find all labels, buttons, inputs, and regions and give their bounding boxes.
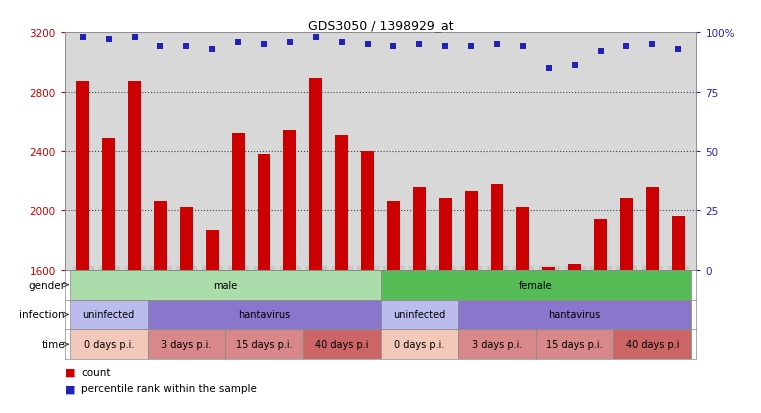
Text: ■: ■ <box>65 367 75 377</box>
Bar <box>76 82 89 270</box>
Bar <box>361 152 374 270</box>
Bar <box>620 199 633 270</box>
Bar <box>231 134 244 270</box>
Bar <box>309 79 322 270</box>
Text: uninfected: uninfected <box>393 310 445 320</box>
Bar <box>594 220 607 270</box>
Bar <box>283 131 296 270</box>
Bar <box>380 330 458 359</box>
Bar <box>154 202 167 270</box>
Text: 40 days p.i: 40 days p.i <box>626 339 679 349</box>
Text: female: female <box>519 280 552 290</box>
Bar <box>180 208 193 270</box>
Bar <box>128 82 141 270</box>
Bar <box>303 330 380 359</box>
Text: 0 days p.i.: 0 days p.i. <box>394 339 444 349</box>
Bar <box>148 300 380 330</box>
Text: ■: ■ <box>65 383 75 393</box>
Bar <box>387 202 400 270</box>
Bar <box>70 300 148 330</box>
Text: 3 days p.i.: 3 days p.i. <box>161 339 212 349</box>
Bar <box>458 300 691 330</box>
Bar <box>380 300 458 330</box>
Text: 0 days p.i.: 0 days p.i. <box>84 339 134 349</box>
Bar <box>465 192 478 270</box>
Text: gender: gender <box>28 280 65 290</box>
Bar <box>458 330 536 359</box>
Text: 15 days p.i.: 15 days p.i. <box>546 339 603 349</box>
Bar <box>257 154 270 270</box>
Text: percentile rank within the sample: percentile rank within the sample <box>81 383 257 393</box>
Bar <box>413 187 426 270</box>
Text: hantavirus: hantavirus <box>238 310 290 320</box>
Bar <box>335 135 348 270</box>
Bar <box>517 208 530 270</box>
Bar <box>491 184 504 270</box>
Text: uninfected: uninfected <box>82 310 135 320</box>
Bar <box>380 270 691 300</box>
Text: time: time <box>41 339 65 349</box>
Bar <box>225 330 303 359</box>
Bar <box>148 330 225 359</box>
Text: hantavirus: hantavirus <box>549 310 600 320</box>
Bar <box>568 264 581 270</box>
Bar <box>536 330 613 359</box>
Text: 15 days p.i.: 15 days p.i. <box>236 339 292 349</box>
Text: infection: infection <box>19 310 65 320</box>
Text: 40 days p.i: 40 days p.i <box>315 339 368 349</box>
Bar <box>543 267 556 270</box>
Bar <box>70 270 380 300</box>
Bar <box>70 330 148 359</box>
Bar <box>205 230 218 270</box>
Bar <box>102 138 115 270</box>
Bar <box>613 330 691 359</box>
Title: GDS3050 / 1398929_at: GDS3050 / 1398929_at <box>307 19 454 32</box>
Text: 3 days p.i.: 3 days p.i. <box>472 339 522 349</box>
Text: count: count <box>81 367 111 377</box>
Text: male: male <box>213 280 237 290</box>
Bar <box>672 217 685 270</box>
Bar <box>439 199 452 270</box>
Bar <box>646 187 659 270</box>
